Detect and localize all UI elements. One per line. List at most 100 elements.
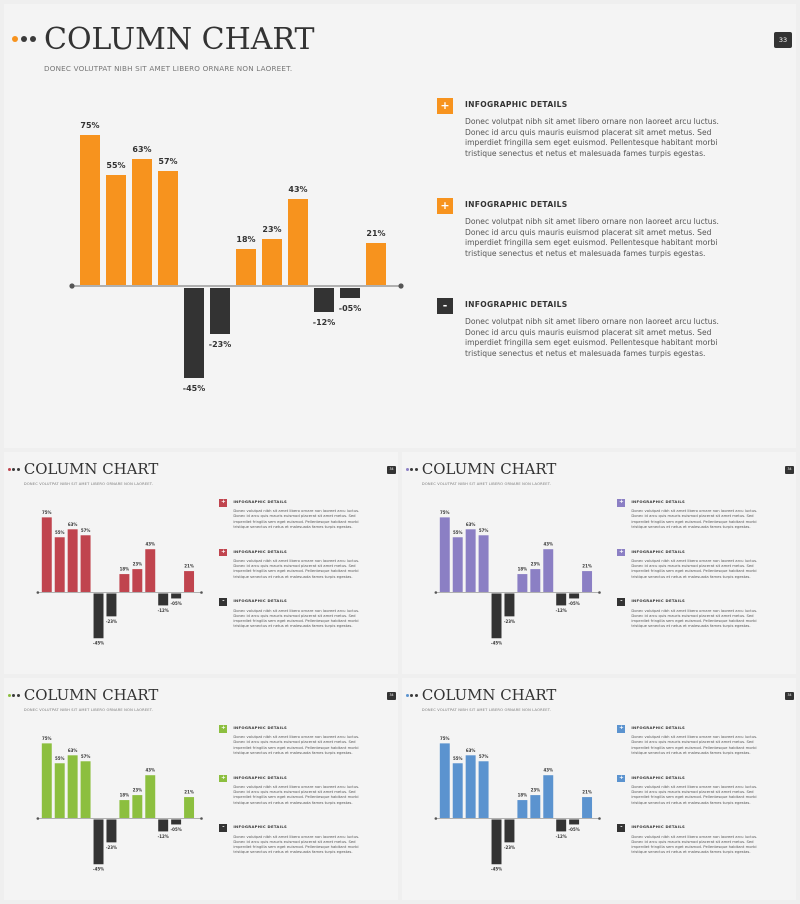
bar-label-10: -05% — [569, 601, 580, 606]
bar-1 — [452, 763, 463, 818]
info-text: Donec volutpat nibh sit amet libero orna… — [631, 734, 758, 755]
bar-label-3: 57% — [479, 528, 489, 533]
bar-8 — [288, 199, 308, 285]
bar-1 — [106, 175, 126, 285]
bar-label-6: 18% — [120, 566, 130, 571]
bar-5 — [106, 593, 117, 617]
info-text: Donec volutpat nibh sit amet libero orna… — [465, 217, 719, 258]
dark-dot — [12, 467, 16, 471]
bar-1 — [452, 537, 463, 592]
bar-label-7: 23% — [262, 225, 281, 234]
bar-label-1: 55% — [55, 756, 65, 761]
bar-11 — [582, 796, 593, 818]
bar-8 — [145, 775, 156, 818]
page-title: COLUMN CHART — [421, 685, 557, 704]
page-subtitle: DONEC VOLUTPAT NIBH SIT AMET LIBERO ORNA… — [23, 707, 154, 712]
dark-dot — [21, 36, 27, 42]
bar-4 — [184, 288, 204, 378]
bar-4 — [93, 593, 104, 639]
axis-end-right — [200, 816, 203, 820]
bar-8 — [145, 549, 156, 592]
minus-icon: - — [617, 598, 626, 607]
info-heading: INFOGRAPHIC DETAILS — [631, 824, 686, 830]
bar-label-1: 55% — [453, 756, 463, 761]
bar-5 — [504, 819, 515, 843]
bar-9 — [158, 593, 169, 606]
page-title: COLUMN CHART — [23, 685, 159, 704]
bar-6 — [517, 799, 528, 818]
plus-icon: + — [437, 98, 453, 114]
bar-9 — [556, 593, 567, 606]
bar-label-8: 43% — [544, 768, 554, 773]
page-subtitle: DONEC VOLUTPAT NIBH SIT AMET LIBERO ORNA… — [23, 481, 154, 486]
dark-dot — [410, 693, 414, 697]
bar-5 — [106, 819, 117, 843]
bar-label-10: -05% — [339, 304, 361, 313]
bar-2 — [465, 529, 476, 592]
bar-6 — [236, 249, 256, 285]
bar-label-10: -05% — [171, 827, 182, 832]
accent-dot — [7, 467, 11, 471]
bar-label-6: 18% — [120, 792, 130, 797]
dark-dot — [414, 467, 418, 471]
bar-label-0: 75% — [440, 736, 450, 741]
slide-purple: COLUMN CHART DONEC VOLUTPAT NIBH SIT AMET… — [402, 452, 796, 674]
bar-label-5: -23% — [106, 619, 117, 624]
page-number: 34 — [785, 691, 794, 700]
bar-label-9: -12% — [313, 318, 335, 327]
bar-6 — [119, 799, 130, 818]
bar-11 — [184, 570, 195, 592]
info-heading: INFOGRAPHIC DETAILS — [233, 824, 288, 830]
bar-label-0: 75% — [42, 736, 52, 741]
info-text: Donec volutpat nibh sit amet libero orna… — [631, 783, 758, 805]
bar-label-4: -45% — [491, 867, 502, 872]
bar-label-4: -45% — [183, 384, 205, 393]
bar-label-8: 43% — [544, 542, 554, 547]
bar-6 — [119, 573, 130, 592]
bar-label-1: 55% — [106, 161, 125, 170]
bar-label-9: -12% — [158, 834, 169, 839]
bar-label-8: 43% — [146, 542, 156, 547]
bar-2 — [67, 529, 78, 592]
dark-dot — [414, 693, 418, 697]
info-heading: INFOGRAPHIC DETAILS — [631, 498, 686, 504]
info-heading: INFOGRAPHIC DETAILS — [233, 548, 288, 554]
plus-icon: + — [617, 548, 626, 557]
bar-label-5: -23% — [209, 340, 231, 349]
minus-icon: - — [219, 824, 228, 833]
bar-label-3: 57% — [479, 754, 489, 759]
bar-label-9: -12% — [556, 608, 567, 613]
bar-label-3: 57% — [81, 528, 91, 533]
page-title: COLUMN CHART — [44, 22, 315, 57]
page-number: 33 — [774, 32, 792, 48]
plus-icon: + — [617, 498, 626, 507]
plus-icon: + — [219, 498, 228, 507]
bar-0 — [80, 135, 100, 285]
bar-label-7: 23% — [531, 787, 541, 792]
page-number: 34 — [387, 691, 396, 700]
bar-label-2: 63% — [132, 145, 151, 154]
axis-end-left — [434, 590, 438, 594]
info-text: Donec volutpat nibh sit amet libero orna… — [465, 317, 719, 358]
accent-dot — [12, 36, 18, 42]
column-chart: 75%55%63%57%-45%-23%18%23%43%-12%-05%21% — [434, 510, 601, 646]
bar-5 — [504, 593, 515, 617]
info-text: Donec volutpat nibh sit amet libero orna… — [631, 833, 758, 855]
bar-label-4: -45% — [491, 641, 502, 646]
bar-6 — [517, 573, 528, 592]
bar-0 — [439, 743, 450, 818]
bar-11 — [582, 570, 593, 592]
bar-label-11: 21% — [366, 229, 385, 238]
bar-2 — [132, 159, 152, 285]
column-chart: 75%55%63%57%-45%-23%18%23%43%-12%-05%21% — [69, 121, 404, 393]
page-subtitle: DONEC VOLUTPAT NIBH SIT AMET LIBERO ORNA… — [44, 64, 293, 73]
bar-label-6: 18% — [236, 235, 255, 244]
bar-0 — [439, 517, 450, 592]
bar-label-1: 55% — [55, 530, 65, 535]
bar-1 — [54, 763, 65, 818]
bar-5 — [210, 288, 230, 334]
column-chart: 75%55%63%57%-45%-23%18%23%43%-12%-05%21% — [434, 736, 601, 872]
info-text: Donec volutpat nibh sit amet libero orna… — [233, 783, 360, 805]
bar-label-1: 55% — [453, 530, 463, 535]
bar-2 — [67, 755, 78, 818]
